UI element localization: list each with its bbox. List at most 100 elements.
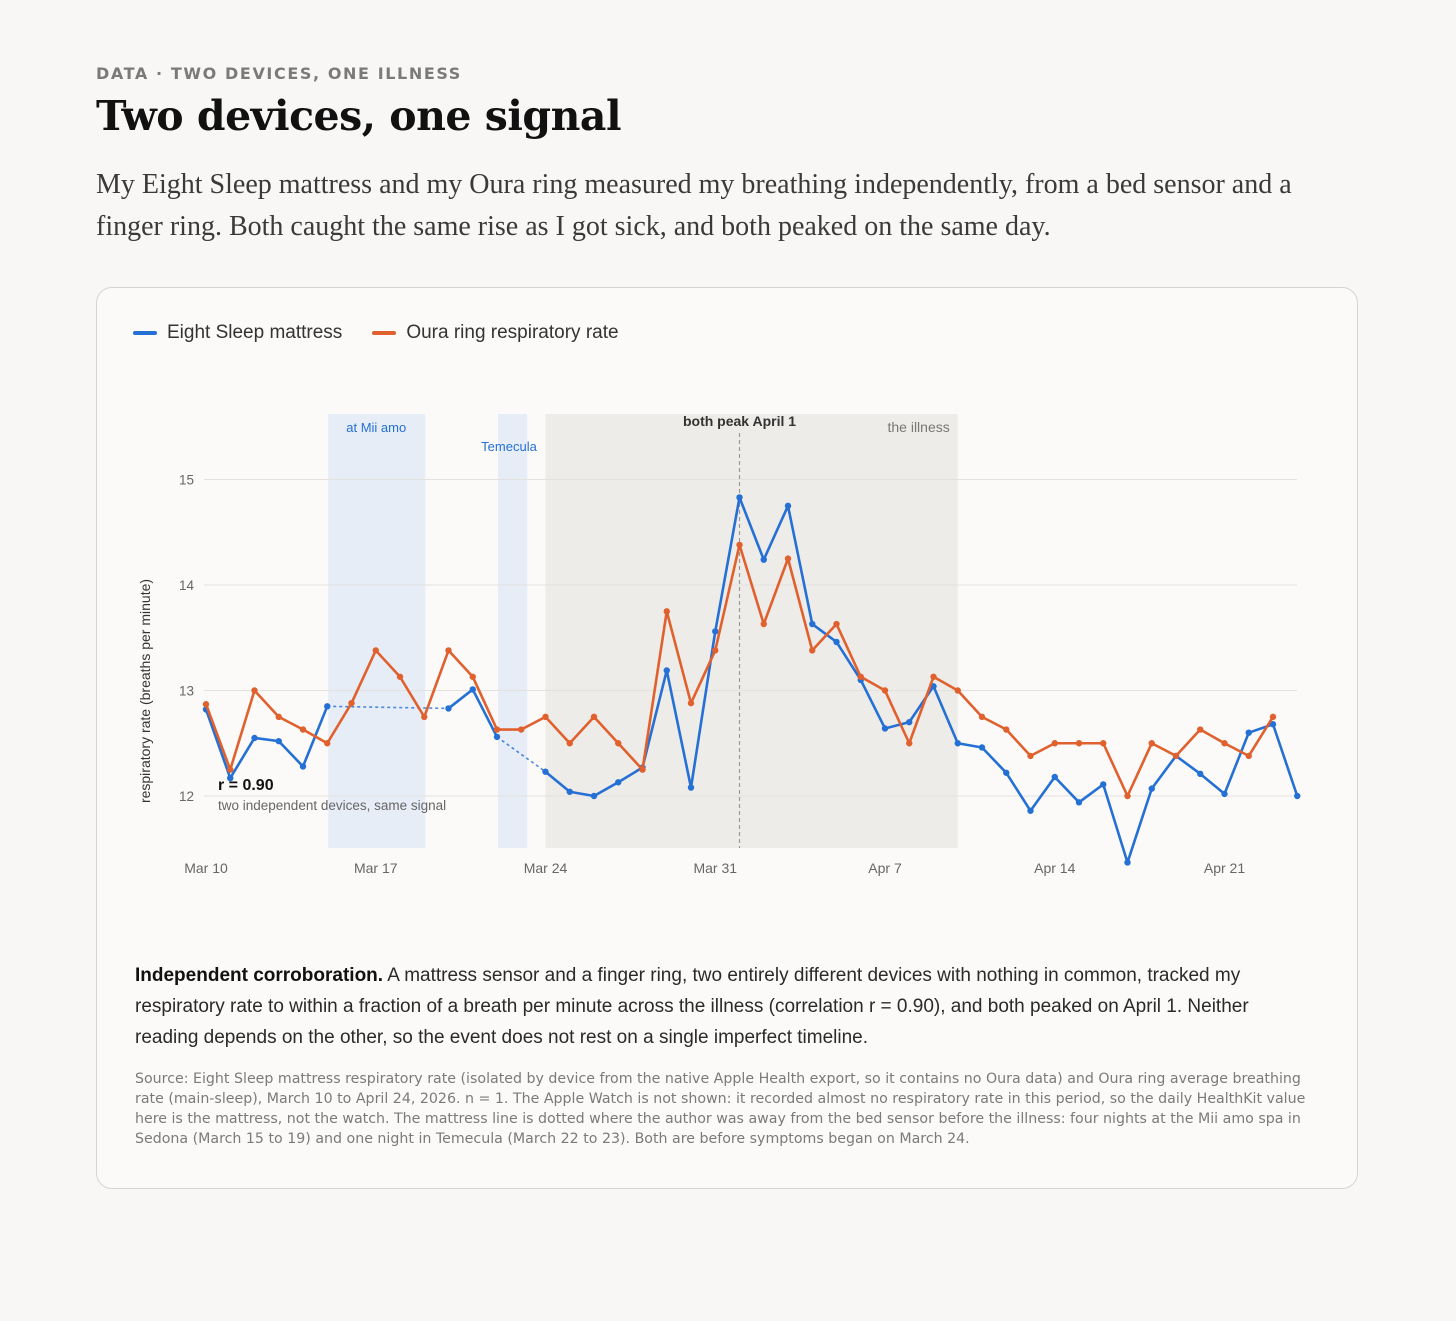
x-tick-label: Mar 10	[184, 860, 228, 876]
data-point-oura	[1197, 726, 1204, 733]
x-tick-label: Mar 24	[524, 860, 568, 876]
data-point-eight-sleep	[760, 556, 767, 563]
data-point-eight-sleep	[1051, 773, 1058, 781]
shaded-band-2	[545, 414, 958, 848]
data-point-oura	[784, 555, 792, 562]
y-tick-label: 12	[179, 789, 194, 804]
data-point-eight-sleep	[978, 744, 986, 751]
data-point-eight-sleep	[469, 686, 476, 693]
data-point-oura	[1269, 713, 1277, 721]
x-tick-label: Mar 17	[354, 860, 398, 876]
data-point-oura	[202, 701, 210, 708]
data-point-oura	[906, 740, 913, 747]
data-point-oura	[348, 699, 355, 707]
data-point-eight-sleep	[1003, 769, 1010, 776]
data-point-eight-sleep	[324, 703, 331, 710]
data-point-eight-sleep	[227, 774, 234, 782]
page-title: Two devices, one signal	[96, 92, 622, 140]
band-label: Temecula	[481, 439, 537, 454]
x-tick-label: Apr 21	[1204, 860, 1245, 876]
data-point-eight-sleep	[1197, 770, 1204, 778]
data-point-oura	[1124, 792, 1131, 800]
data-point-oura	[687, 699, 695, 707]
data-point-oura	[469, 673, 476, 680]
y-tick-label: 13	[179, 684, 194, 699]
data-point-eight-sleep	[784, 502, 792, 510]
data-point-oura	[1221, 740, 1228, 747]
data-point-eight-sleep	[1269, 721, 1277, 728]
data-point-oura	[615, 740, 622, 747]
data-point-oura	[275, 713, 282, 721]
y-axis-label: respiratory rate (breaths per minute)	[137, 579, 153, 803]
data-point-eight-sleep	[542, 768, 549, 775]
data-point-eight-sleep	[663, 667, 670, 674]
data-point-oura	[493, 726, 501, 733]
data-point-eight-sleep	[1294, 792, 1301, 800]
data-point-oura	[760, 620, 767, 628]
series-gap-dotted-eight-sleep	[496, 736, 546, 773]
data-point-oura	[372, 647, 379, 654]
data-point-eight-sleep	[615, 779, 622, 786]
data-point-eight-sleep	[906, 718, 913, 726]
data-point-eight-sleep	[1027, 807, 1034, 814]
data-point-eight-sleep	[445, 705, 452, 712]
legend-swatch-oura	[372, 331, 397, 335]
band-label: at Mii amo	[346, 420, 406, 435]
legend-item-eight-sleep: Eight Sleep mattress	[133, 322, 342, 344]
band-label: the illness	[887, 419, 949, 435]
kicker: DATA · TWO DEVICES, ONE ILLNESS	[96, 64, 462, 83]
data-point-oura	[324, 740, 331, 747]
x-tick-label: Mar 31	[693, 860, 737, 876]
series-gap-dotted-eight-sleep	[327, 705, 449, 710]
shaded-band-1	[498, 414, 528, 848]
data-point-oura	[954, 687, 961, 694]
data-point-oura	[1100, 740, 1107, 747]
data-point-eight-sleep	[493, 733, 501, 741]
data-point-oura	[518, 726, 525, 733]
data-point-oura	[1027, 752, 1034, 760]
data-point-oura	[396, 673, 404, 680]
respiratory-rate-chart: 12 13 14 15 Mar 10 Mar 17 Mar 24 Mar 31 Apr 7 Apr…	[137, 413, 1301, 876]
data-point-eight-sleep	[566, 788, 573, 795]
data-point-eight-sleep	[1245, 729, 1252, 736]
data-point-eight-sleep	[275, 737, 282, 745]
data-point-eight-sleep	[590, 792, 598, 800]
data-point-eight-sleep	[736, 494, 743, 501]
data-point-oura	[227, 766, 234, 773]
data-point-eight-sleep	[712, 628, 719, 635]
data-point-eight-sleep	[1221, 790, 1228, 798]
legend-label-eight-sleep: Eight Sleep mattress	[167, 322, 343, 343]
data-point-oura	[1075, 740, 1083, 747]
data-point-eight-sleep	[687, 784, 695, 791]
correlation-note: two independent devices, same signal	[218, 798, 446, 813]
data-point-eight-sleep	[881, 725, 889, 732]
data-point-eight-sleep	[954, 740, 961, 747]
data-point-oura	[566, 740, 573, 747]
data-point-oura	[930, 673, 937, 680]
legend-item-oura: Oura ring respiratory rate	[372, 322, 619, 344]
data-point-eight-sleep	[1100, 781, 1107, 788]
data-point-eight-sleep	[1148, 785, 1155, 792]
data-point-oura	[663, 608, 670, 615]
takeaway-body: A mattress sensor and a finger ring, two…	[135, 965, 1249, 1048]
data-point-eight-sleep	[809, 620, 816, 628]
data-point-oura	[881, 687, 889, 694]
legend-label-oura: Oura ring respiratory rate	[406, 322, 619, 343]
data-point-oura	[251, 687, 258, 694]
chart-legend: Eight Sleep mattress Oura ring respirato…	[133, 322, 619, 344]
data-point-oura	[542, 713, 549, 721]
takeaway: Independent corroboration. A mattress se…	[135, 960, 1307, 1053]
data-point-eight-sleep	[251, 734, 258, 742]
data-point-oura	[590, 713, 598, 721]
data-point-oura	[1051, 740, 1058, 747]
series-line-eight-sleep	[544, 496, 1299, 864]
data-point-oura	[712, 647, 719, 654]
data-point-eight-sleep	[299, 763, 307, 770]
data-point-oura	[639, 766, 646, 773]
data-point-oura	[445, 647, 452, 654]
data-point-eight-sleep	[1075, 799, 1083, 806]
data-point-oura	[1003, 726, 1010, 733]
legend-swatch-eight-sleep	[133, 331, 157, 335]
correlation-annotation: r = 0.90	[218, 777, 274, 794]
data-point-oura	[1148, 740, 1155, 747]
